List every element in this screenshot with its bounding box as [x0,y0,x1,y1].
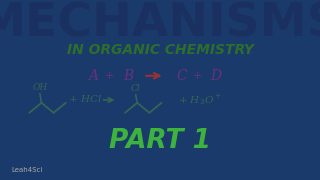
Text: + HCl: + HCl [69,95,102,104]
Text: Cl: Cl [131,84,140,93]
Text: + H$_3$O$^+$: + H$_3$O$^+$ [178,93,221,107]
Text: +: + [193,71,203,81]
Text: IN ORGANIC CHEMISTRY: IN ORGANIC CHEMISTRY [67,43,253,57]
Text: OH: OH [32,83,48,92]
Text: B: B [123,69,133,83]
Text: C: C [176,69,187,83]
Text: A: A [88,69,98,83]
Text: D: D [211,69,222,83]
Text: PART 1: PART 1 [109,128,211,154]
Text: +: + [105,71,115,81]
Text: MECHANISMS: MECHANISMS [0,2,320,47]
Text: Leah4Sci: Leah4Sci [11,167,43,173]
